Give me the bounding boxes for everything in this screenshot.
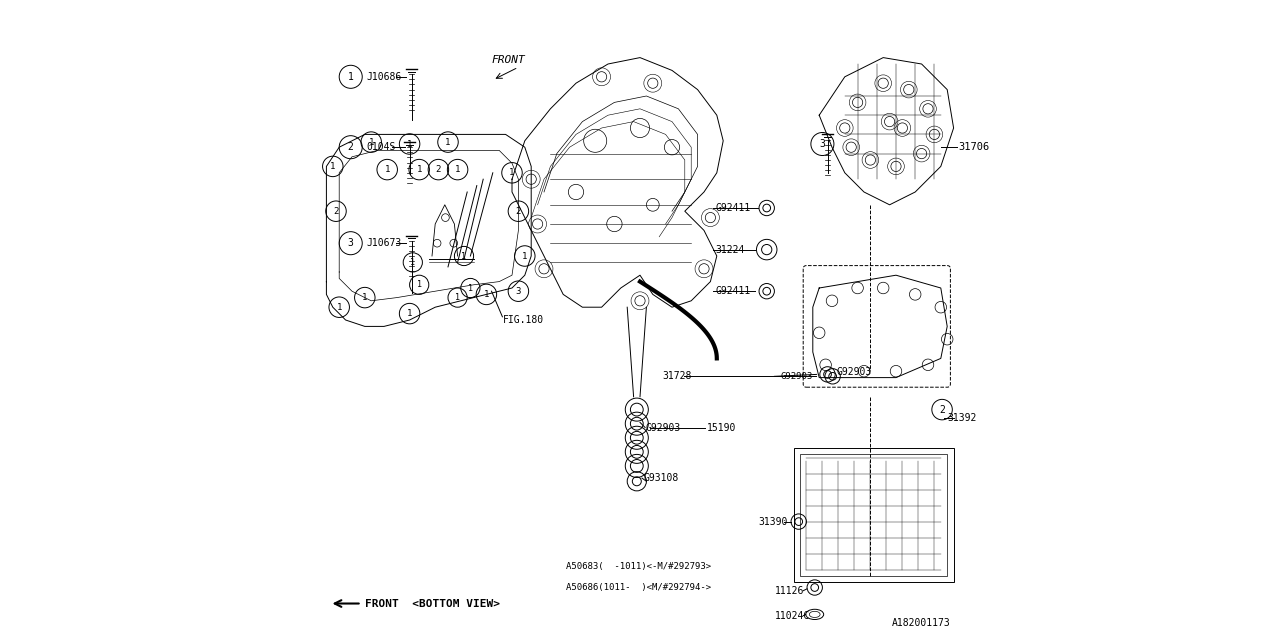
Text: 1: 1 xyxy=(468,284,472,292)
Text: J10673: J10673 xyxy=(366,238,402,248)
Text: G92411: G92411 xyxy=(716,203,751,213)
Text: 2: 2 xyxy=(333,207,339,216)
Text: 2: 2 xyxy=(348,142,353,152)
Text: A50683(  -1011)<-M/#292793>: A50683( -1011)<-M/#292793> xyxy=(566,562,712,571)
Text: G92903: G92903 xyxy=(837,367,872,377)
Text: FRONT  <BOTTOM VIEW>: FRONT <BOTTOM VIEW> xyxy=(365,598,499,609)
Text: 11024C: 11024C xyxy=(774,611,810,621)
Text: 1: 1 xyxy=(369,138,374,147)
Text: 1: 1 xyxy=(484,290,489,299)
Text: G92903: G92903 xyxy=(781,372,813,381)
Text: 3: 3 xyxy=(819,139,826,149)
Bar xyxy=(794,448,954,582)
Text: FRONT: FRONT xyxy=(492,55,526,65)
Text: 2: 2 xyxy=(516,207,521,216)
Text: 1: 1 xyxy=(362,293,367,302)
Text: 1: 1 xyxy=(456,293,460,302)
Text: 31706: 31706 xyxy=(959,142,989,152)
Text: FIG.180: FIG.180 xyxy=(502,315,544,325)
Text: 1: 1 xyxy=(330,162,335,171)
Text: 1: 1 xyxy=(411,258,415,267)
Text: 1: 1 xyxy=(407,140,412,148)
Text: 1: 1 xyxy=(417,280,421,289)
Text: 31392: 31392 xyxy=(947,413,977,423)
Text: A182001173: A182001173 xyxy=(892,618,950,628)
Text: 2: 2 xyxy=(435,165,442,174)
Text: G92411: G92411 xyxy=(716,286,751,296)
Text: 1: 1 xyxy=(384,165,390,174)
Text: G92903: G92903 xyxy=(645,422,681,433)
Text: J10686: J10686 xyxy=(366,72,402,82)
Text: 11126: 11126 xyxy=(774,586,804,596)
Text: 1: 1 xyxy=(522,252,527,260)
Text: 1: 1 xyxy=(416,165,422,174)
Text: 1: 1 xyxy=(462,252,466,260)
Text: 1: 1 xyxy=(348,72,353,82)
Text: 3: 3 xyxy=(348,238,353,248)
Text: 1: 1 xyxy=(407,309,412,318)
Text: 15190: 15190 xyxy=(708,422,736,433)
Text: 31224: 31224 xyxy=(716,244,745,255)
Text: 0104S: 0104S xyxy=(366,142,396,152)
Text: 2: 2 xyxy=(940,404,945,415)
Text: A50686(1011-  )<M/#292794->: A50686(1011- )<M/#292794-> xyxy=(566,583,712,592)
Text: 1: 1 xyxy=(337,303,342,312)
Text: 31390: 31390 xyxy=(759,516,787,527)
Text: 1: 1 xyxy=(454,165,461,174)
Text: 1: 1 xyxy=(445,138,451,147)
Text: 1: 1 xyxy=(509,168,515,177)
Bar xyxy=(800,454,947,576)
Text: 31728: 31728 xyxy=(663,371,691,381)
Text: G93108: G93108 xyxy=(644,473,678,483)
Text: 3: 3 xyxy=(516,287,521,296)
